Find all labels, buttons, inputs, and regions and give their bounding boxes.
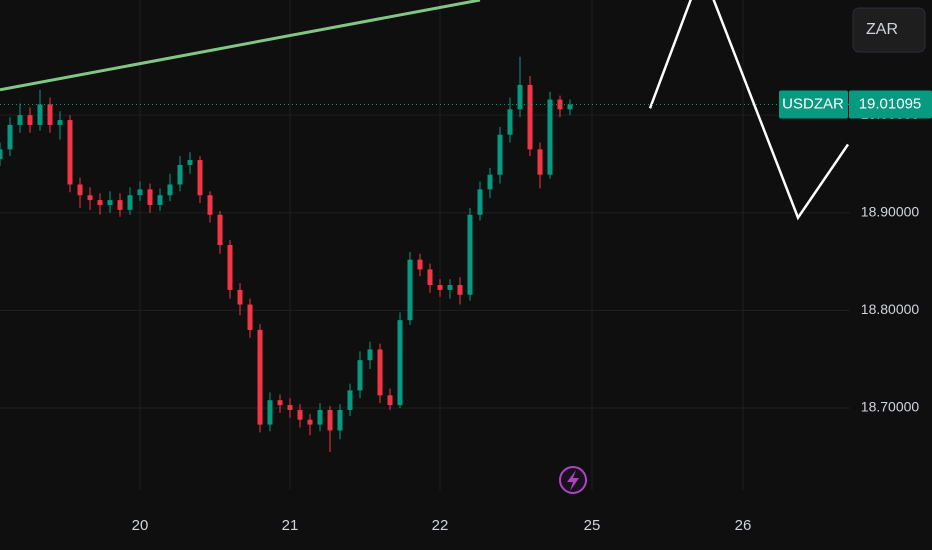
y-tick-label: 18.70000: [861, 399, 920, 415]
candle-body: [327, 409, 333, 431]
candle-body: [17, 115, 23, 125]
candle-body: [447, 285, 453, 290]
candle-body: [367, 349, 373, 361]
candle-body: [7, 124, 13, 150]
candle-body: [487, 174, 493, 190]
y-tick-label: 18.80000: [861, 301, 920, 317]
candle-body: [147, 189, 153, 205]
candle-body: [397, 320, 403, 406]
symbol-label: USDZAR: [782, 95, 844, 112]
candle-body: [267, 400, 273, 425]
candle-body: [167, 184, 173, 196]
candle-body: [107, 200, 113, 205]
candle-body: [47, 104, 53, 125]
candle-body: [287, 405, 293, 410]
candle-body: [77, 184, 83, 196]
x-tick-label: 22: [432, 517, 449, 534]
candle-body: [87, 195, 93, 201]
candle-body: [347, 390, 353, 410]
currency-button[interactable]: ZAR: [852, 7, 926, 53]
candle-body: [257, 329, 263, 425]
drawing: [648, 0, 850, 221]
plot-area: [0, 0, 850, 452]
candle-body: [497, 134, 503, 175]
candle-body: [537, 149, 543, 175]
candle-body: [37, 104, 43, 125]
grid: [0, 0, 850, 490]
candle-body: [97, 200, 103, 205]
candle-body: [197, 160, 203, 196]
candle-body: [297, 409, 303, 420]
last-price-label: 19.01095: [859, 95, 922, 112]
candle-body: [127, 195, 133, 210]
candle-body: [357, 360, 363, 391]
candle-body: [437, 285, 443, 290]
candle-body: [477, 189, 483, 215]
candle-body: [547, 99, 553, 175]
candle-body: [407, 259, 413, 321]
alert-icon[interactable]: [559, 466, 587, 494]
candle-body: [207, 195, 213, 215]
candle-body: [517, 84, 523, 110]
candle-body: [387, 395, 393, 406]
candle-body: [307, 419, 313, 425]
symbol-badge: [779, 90, 848, 119]
candle-body: [137, 189, 143, 196]
candle-body: [337, 409, 343, 431]
candle-body: [67, 120, 73, 185]
candle-body: [57, 120, 63, 125]
x-tick-label: 20: [132, 517, 149, 534]
candle-body: [0, 149, 3, 160]
candle-body: [117, 200, 123, 210]
candle-body: [187, 160, 193, 165]
x-tick-label: 26: [735, 517, 752, 534]
trendline: [0, 0, 481, 92]
x-tick-label: 25: [584, 517, 601, 534]
candle-body: [417, 259, 423, 270]
candle-body: [27, 115, 33, 125]
candle-body: [227, 245, 233, 290]
candle-body: [377, 349, 383, 396]
candle-body: [317, 409, 323, 425]
price-badge: [849, 90, 932, 119]
candle-body: [507, 109, 513, 135]
candle-body: [427, 269, 433, 286]
candle-body: [237, 289, 243, 305]
currency-label[interactable]: ZAR: [866, 21, 898, 38]
candle-body: [457, 285, 463, 295]
candle-body: [277, 400, 283, 406]
candle-body: [247, 304, 253, 330]
candle-body: [177, 164, 183, 185]
y-tick-label: 18.90000: [861, 203, 920, 219]
candle-body: [527, 84, 533, 150]
candle-body: [217, 214, 223, 245]
candle-body: [567, 104, 573, 110]
candle-body: [157, 195, 163, 205]
x-tick-label: 21: [282, 517, 299, 534]
candle-body: [467, 214, 473, 295]
